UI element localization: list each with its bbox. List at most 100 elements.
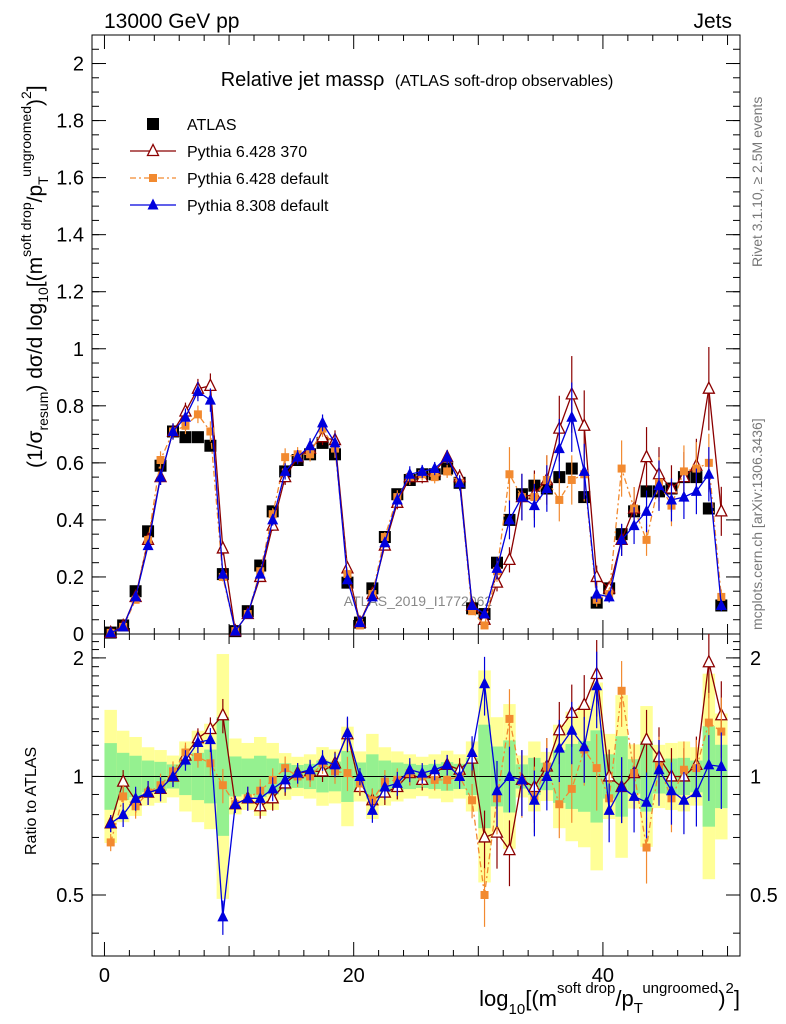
ratio-point-pythia-8-308-default — [690, 786, 702, 798]
ratio-point-pythia-6-428-default — [704, 718, 713, 727]
ratio-point-pythia-8-308-default — [341, 726, 353, 738]
legend-label-pythia-6-428-370: Pythia 6.428 370 — [187, 144, 307, 161]
data-point-pythia-6-428-default — [156, 456, 165, 465]
series-line-pythia-8-308-default — [110, 390, 722, 634]
ratio-point-pythia-8-308-default — [678, 793, 690, 805]
ratio-point-pythia-8-308-default — [254, 791, 266, 803]
data-point-pythia-6-428-default — [679, 467, 688, 476]
ratio-y-tick-label: 0.5 — [56, 885, 84, 907]
ratio-point-pythia-8-308-default — [329, 758, 341, 770]
ratio-point-pythia-8-308-default — [665, 784, 677, 796]
x-tick-label: 20 — [343, 965, 365, 987]
data-point-pythia-6-428-370 — [714, 503, 728, 517]
data-point-pythia-6-428-370 — [702, 380, 716, 394]
rivet-label: Rivet 3.1.10, ≥ 2.5M events — [749, 97, 765, 267]
main-y-tick-label: 1.8 — [56, 111, 84, 133]
data-point-pythia-6-428-370 — [216, 540, 230, 554]
ratio-series — [104, 634, 728, 935]
ratio-point-pythia-6-428-default — [281, 764, 290, 773]
data-point-pythia-6-428-default — [505, 470, 514, 479]
data-point-pythia-8-308-default — [267, 513, 279, 525]
data-point-pythia-6-428-default — [617, 464, 626, 473]
data-point-pythia-8-308-default — [429, 462, 441, 474]
ratio-point-pythia-8-308-default — [279, 773, 291, 785]
data-point-pythia-6-428-default — [306, 450, 315, 459]
main-y-tick-label: 2 — [73, 54, 84, 76]
data-point-pythia-8-308-default — [491, 561, 503, 573]
data-point-pythia-8-308-default — [105, 626, 117, 638]
data-point-pythia-6-428-default — [480, 621, 489, 630]
main-y-tick-label: 0.2 — [56, 567, 84, 589]
data-point-pythia-8-308-default — [142, 539, 154, 551]
energy-label: 13000 GeV pp — [104, 10, 239, 33]
data-point-pythia-6-428-default — [567, 475, 576, 484]
data-point-pythia-8-308-default — [616, 533, 628, 545]
ratio-point-pythia-8-308-default — [229, 797, 241, 809]
x-tick-label: 0 — [99, 965, 110, 987]
ratio-point-pythia-6-428-default — [555, 800, 564, 809]
plot-title: Relative jet massρ (ATLAS soft-drop obse… — [221, 69, 614, 91]
ratio-point-pythia-6-428-default — [505, 714, 514, 723]
main-y-tick-label: 1.4 — [56, 225, 84, 247]
ratio-point-pythia-6-428-default — [567, 784, 576, 793]
ratio-point-pythia-8-308-default — [204, 733, 216, 745]
ratio-point-pythia-6-428-default — [443, 775, 452, 784]
legend-marker-pythia-6-428-default — [149, 174, 157, 182]
data-point-pythia-6-428-default — [206, 427, 215, 436]
data-point-pythia-8-308-default — [454, 476, 466, 488]
ratio-axes: 0 20 40 0.5 0.5 1 1 2 2 — [56, 634, 778, 987]
ratio-point-pythia-6-428-default — [119, 792, 128, 801]
data-point-pythia-8-308-default — [466, 598, 478, 610]
ratio-point-pythia-8-308-default — [703, 758, 715, 770]
ratio-point-pythia-8-308-default — [641, 795, 653, 807]
data-point-pythia-6-428-default — [193, 410, 202, 419]
data-point-pythia-8-308-default — [690, 484, 702, 496]
ratio-point-pythia-6-428-default — [468, 796, 477, 805]
data-point-pythia-8-308-default — [641, 504, 653, 516]
plot-title-main: Relative jet massρ — [221, 69, 385, 91]
data-point-pythia-6-428-default — [281, 453, 290, 462]
ratio-point-pythia-8-308-default — [603, 803, 615, 815]
ratio-point-pythia-8-308-default — [404, 763, 416, 775]
ratio-point-pythia-6-428-default — [480, 890, 489, 899]
legend: ATLAS Pythia 6.428 370 Pythia 6.428 defaul… — [130, 117, 329, 215]
main-y-tick-label: 0 — [73, 624, 84, 646]
ratio-panel-frame — [91, 633, 741, 957]
ratio-point-pythia-6-428-default — [193, 753, 202, 762]
data-point-pythia-6-428-default — [642, 535, 651, 544]
main-y-tick-label: 1.2 — [56, 282, 84, 304]
mcplots-label: mcplots.cern.ch [arXiv:1306.3436] — [749, 418, 765, 630]
main-series — [104, 346, 728, 639]
ratio-point-pythia-8-308-default — [179, 753, 191, 765]
ratio-point-pythia-8-308-default — [616, 780, 628, 792]
data-point-pythia-8-308-default — [404, 467, 416, 479]
data-point-pythia-6-428-default — [555, 495, 564, 504]
main-y-tick-label: 0.4 — [56, 510, 84, 532]
data-point-pythia-8-308-default — [341, 573, 353, 585]
ratio-y-tick-label: 2 — [73, 648, 84, 670]
ratio-point-pythia-8-308-default — [155, 782, 167, 794]
data-point-pythia-8-308-default — [553, 442, 565, 454]
data-point-pythia-8-308-default — [603, 590, 615, 602]
data-point-pythia-8-308-default — [391, 493, 403, 505]
data-point-pythia-8-308-default — [578, 464, 590, 476]
ratio-point-pythia-6-428-370 — [502, 842, 517, 856]
ratio-point-pythia-8-308-default — [391, 776, 403, 788]
ratio-point-pythia-6-428-370 — [216, 707, 230, 721]
data-point-pythia-6-428-default — [468, 607, 477, 616]
data-point-pythia-8-308-default — [167, 424, 179, 436]
data-point-atlas — [191, 431, 204, 444]
ratio-point-pythia-8-308-default — [292, 766, 304, 778]
ratio-point-pythia-8-308-default — [142, 786, 154, 798]
data-point-pythia-6-428-370 — [502, 551, 517, 565]
data-point-pythia-8-308-default — [628, 519, 640, 531]
data-point-pythia-8-308-default — [665, 493, 677, 505]
legend-label-atlas: ATLAS — [187, 117, 237, 134]
ratio-point-pythia-6-428-default — [106, 838, 115, 847]
ratio-point-pythia-6-428-default — [206, 759, 215, 768]
data-point-pythia-8-308-default — [416, 464, 428, 476]
data-point-pythia-8-308-default — [479, 607, 491, 619]
data-point-pythia-6-428-default — [717, 592, 726, 601]
ratio-point-pythia-8-308-default — [242, 791, 254, 803]
ratio-point-pythia-8-308-default — [366, 803, 378, 815]
